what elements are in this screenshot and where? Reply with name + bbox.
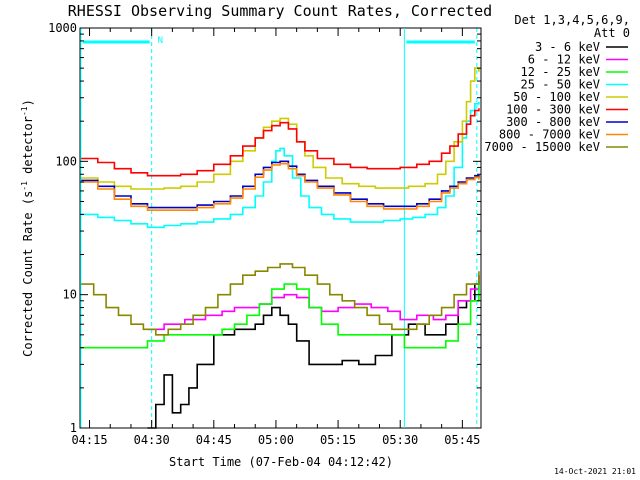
legend-header: Att 0 <box>594 26 630 40</box>
y-tick-label: 10 <box>63 288 77 302</box>
plot-frame <box>79 27 482 429</box>
y-tick-label: 1000 <box>48 21 77 35</box>
legend-entry-label: 3 - 6 keV <box>535 40 600 54</box>
legend-entry-label: 25 - 50 keV <box>521 78 600 92</box>
footer-timestamp: 14-Oct-2021 21:01 <box>554 467 636 476</box>
y-axis-label-sup1: -1 <box>20 181 29 191</box>
legend-header: Det 1,3,4,5,6,9, <box>514 13 630 27</box>
x-tick-label: 05:45 <box>444 433 480 447</box>
legend-entry-label: 12 - 25 keV <box>521 65 600 79</box>
axes: 1 10 100 1000 04:15 04:30 04:45 05:00 05:15 05:30… <box>48 21 481 447</box>
legend-entry-label: 100 - 300 keV <box>506 103 600 117</box>
y-axis-label-sup2: -1 <box>20 106 29 116</box>
x-tick-label: 04:45 <box>196 433 232 447</box>
y-axis-label: Corrected Count Rate (s-1 detector-1) <box>20 99 35 357</box>
x-tick-label: 04:15 <box>71 433 107 447</box>
x-axis-label: Start Time (07-Feb-04 04:12:42) <box>169 455 393 469</box>
x-tick-label: 05:00 <box>258 433 294 447</box>
series-line <box>81 162 480 211</box>
x-tick-label: 04:30 <box>134 433 170 447</box>
legend-entry-label: 50 - 100 keV <box>513 90 600 104</box>
series-line <box>81 108 480 177</box>
chart-title: RHESSI Observing Summary Count Rates, Co… <box>68 2 492 20</box>
series-line <box>81 67 480 190</box>
series-line <box>81 263 480 336</box>
y-axis-label-main: Corrected Count Rate (s <box>21 191 35 357</box>
legend-entry-label: 300 - 800 keV <box>506 115 600 129</box>
series-line <box>81 101 480 229</box>
series-line <box>81 279 480 349</box>
y-tick-label: 1 <box>70 421 77 435</box>
y-axis-label-end: ) <box>21 99 35 106</box>
series-line <box>147 275 480 429</box>
y-axis-label-mid: detector <box>21 116 35 181</box>
legend-entry-label: 800 - 7000 keV <box>499 128 600 142</box>
plot-frame-rect <box>79 27 482 429</box>
observing-markers: N <box>80 28 478 428</box>
legend-entry-label: 7000 - 15000 keV <box>484 140 600 154</box>
segment-label: N <box>158 36 163 46</box>
y-tick-label: 100 <box>55 154 77 168</box>
x-tick-label: 05:15 <box>320 433 356 447</box>
legend-entry-label: 6 - 12 keV <box>528 53 600 67</box>
x-tick-label: 05:30 <box>382 433 418 447</box>
series-line <box>81 160 480 209</box>
series-lines <box>81 67 480 429</box>
